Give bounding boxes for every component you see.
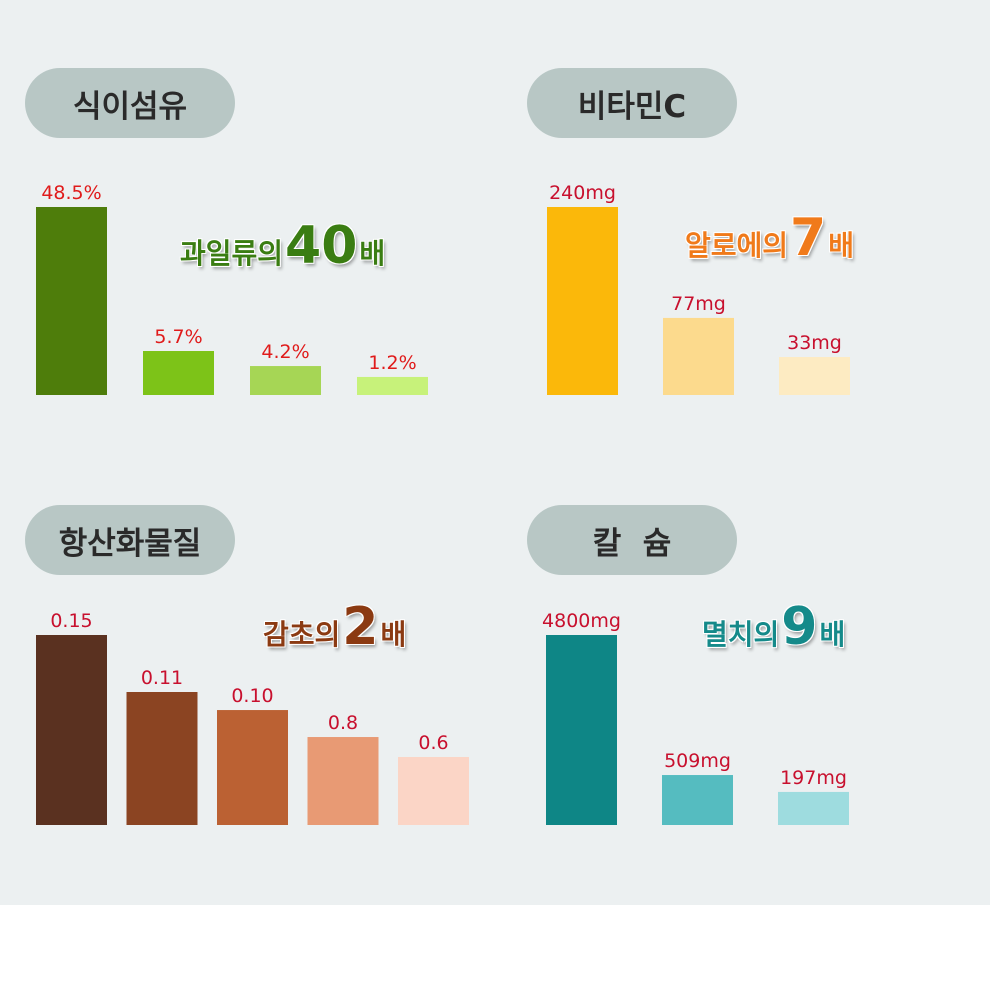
bar-3: [250, 366, 321, 395]
bar-value-label: 1.2%: [368, 352, 416, 374]
bar-2: [143, 351, 214, 395]
comparison-callout: 알로에의 7 배: [685, 208, 854, 268]
bar-2: [663, 317, 734, 395]
callout-number: 2: [342, 597, 379, 657]
panel-title-pill: 칼 슘: [527, 505, 737, 575]
callout-suffix: 배: [359, 237, 386, 270]
callout-suffix: 배: [819, 618, 846, 651]
bar-value-label: 4.2%: [261, 341, 309, 363]
bar-4: [307, 737, 379, 825]
bar-1: [547, 207, 618, 395]
bar-value-label: 0.8: [328, 712, 358, 734]
panel-calcium: 칼 슘 4800mg 509mg 197mg 멸치의 9 배: [527, 505, 987, 885]
bar-2: [662, 775, 733, 825]
comparison-callout: 과일류의 40 배: [180, 216, 385, 276]
bar-1: [36, 635, 107, 825]
callout-prefix: 멸치의: [702, 618, 780, 651]
bar-chart-vitamin-c: 240mg 77mg 33mg: [547, 182, 850, 395]
callout-number: 40: [285, 216, 358, 276]
bar-value-label: 0.11: [141, 667, 183, 689]
comparison-callout: 멸치의 9 배: [702, 597, 845, 657]
bar-value-label: 0.15: [50, 610, 92, 632]
callout-prefix: 과일류의: [180, 237, 284, 270]
bar-value-label: 0.6: [418, 732, 448, 754]
bar-1: [546, 635, 617, 825]
panel-title-pill: 항산화물질: [25, 505, 235, 575]
comparison-callout: 감초의 2 배: [263, 597, 406, 657]
bar-4: [357, 376, 428, 395]
bar-value-label: 509mg: [664, 750, 731, 772]
panel-vitamin-c: 비타민C 240mg 77mg 33mg 알로에의 7 배: [527, 68, 987, 448]
bar-value-label: 5.7%: [154, 326, 202, 348]
callout-number: 7: [790, 208, 827, 268]
bar-value-label: 48.5%: [41, 182, 101, 204]
bar-2: [126, 692, 198, 825]
callout-number: 9: [781, 597, 818, 657]
callout-prefix: 감초의: [263, 618, 341, 651]
bar-value-label: 197mg: [780, 767, 847, 789]
bar-chart-dietary-fiber: 48.5% 5.7% 4.2% 1.2%: [36, 182, 428, 395]
panel-title-pill: 식이섬유: [25, 68, 235, 138]
panel-antioxidant: 항산화물질 0.15 0.11 0.10 0.8 0.6 감초의 2 배: [25, 505, 485, 885]
bar-chart-antioxidant: 0.15 0.11 0.10 0.8 0.6: [36, 610, 469, 825]
bar-5: [398, 756, 469, 825]
bar-3: [217, 710, 288, 825]
panel-title-pill: 비타민C: [527, 68, 737, 138]
bar-chart-calcium: 4800mg 509mg 197mg: [542, 610, 849, 825]
callout-suffix: 배: [380, 618, 407, 651]
callout-prefix: 알로에의: [685, 229, 789, 262]
bar-value-label: 77mg: [671, 293, 726, 315]
bar-value-label: 33mg: [787, 332, 842, 354]
bar-3: [779, 357, 850, 395]
bar-3: [778, 791, 849, 825]
infographic-stage: 식이섬유 48.5% 5.7% 4.2% 1.2% 과일류의 40 배 비타민C 24…: [0, 0, 990, 905]
panel-dietary-fiber: 식이섬유 48.5% 5.7% 4.2% 1.2% 과일류의 40 배: [25, 68, 485, 448]
callout-suffix: 배: [828, 229, 854, 262]
bar-1: [36, 207, 107, 395]
bar-value-label: 240mg: [549, 182, 616, 204]
bar-value-label: 0.10: [231, 685, 273, 707]
bar-value-label: 4800mg: [542, 610, 621, 632]
